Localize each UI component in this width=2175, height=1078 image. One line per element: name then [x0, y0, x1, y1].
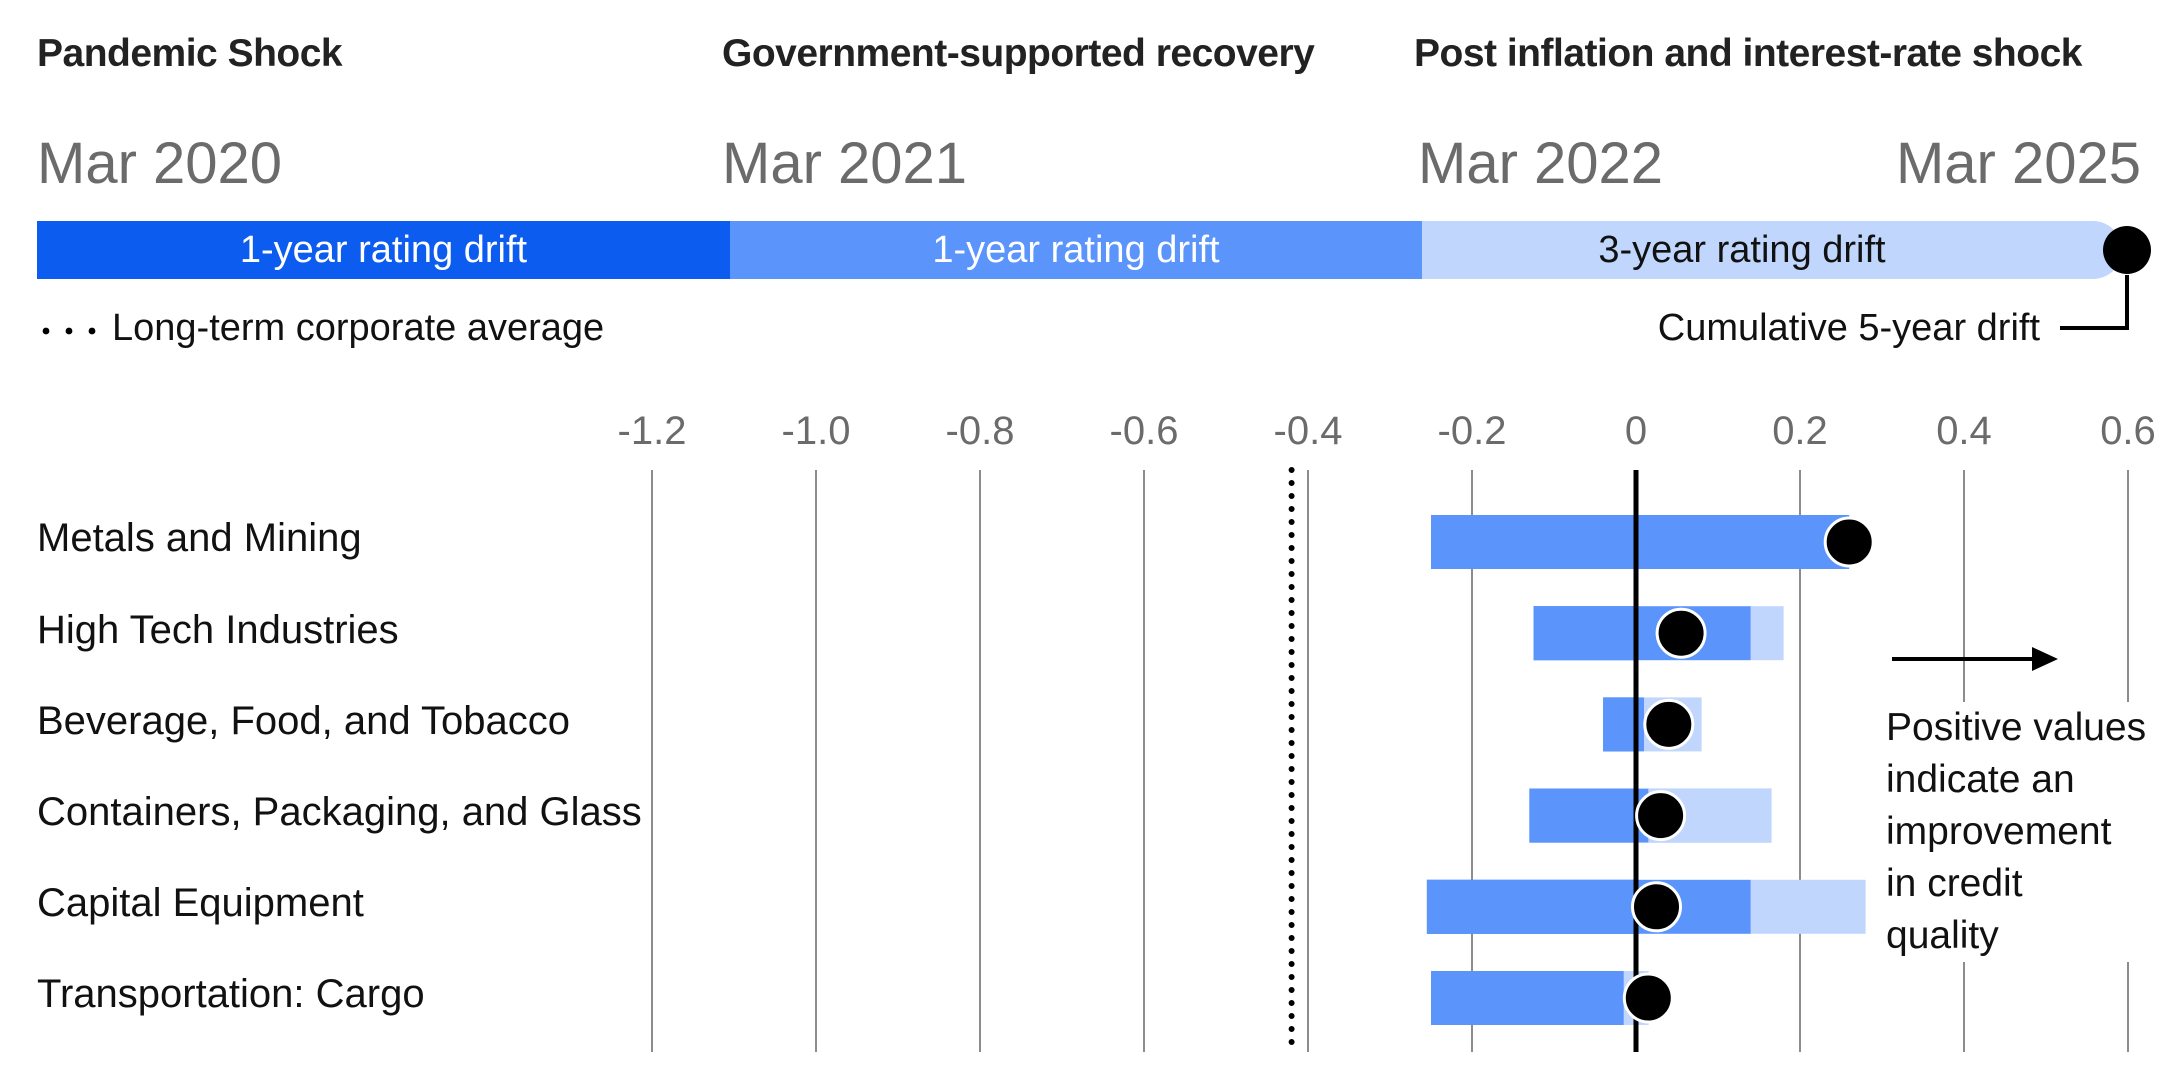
x-tick-label: 0.2 — [1772, 409, 1828, 453]
drift-bar-phase1-label: 1-year rating drift — [239, 228, 528, 271]
phase-title-pandemic: Pandemic Shock — [37, 32, 343, 75]
category-label-capital-equipment: Capital Equipment — [37, 879, 372, 927]
bar-phase2 — [1431, 971, 1649, 1025]
x-tick-label: 0.4 — [1936, 409, 1992, 453]
x-tick-label: 0 — [1625, 409, 1647, 453]
x-tick-label: 0.6 — [2100, 409, 2156, 453]
cumulative-dot — [1655, 607, 1707, 659]
bar-phase2 — [1426, 879, 1751, 934]
note-line: Positive values — [1886, 706, 2147, 749]
phase-date-2020: Mar 2020 — [37, 131, 283, 196]
phase-date-2022: Mar 2022 — [1418, 131, 1664, 196]
bar-phase3 — [1750, 606, 1784, 661]
drift-bar-phase3: 3-year rating drift — [1422, 221, 2122, 279]
bar-phase2 — [1533, 606, 1751, 661]
cumulative-dot — [1622, 972, 1674, 1024]
bar-phase2 — [1431, 515, 1850, 569]
corporate-average-legend: Long-term corporate average — [112, 307, 605, 349]
x-tick-label: -1.0 — [782, 409, 851, 453]
phase-title-post-inflation: Post inflation and interest-rate shock — [1414, 32, 2082, 75]
cumulative-dot — [1631, 881, 1682, 933]
x-tick-label: -0.8 — [946, 409, 1015, 453]
note-line: indicate an — [1886, 758, 2075, 801]
drift-bar-phase1: 1-year rating drift — [37, 221, 730, 279]
category-label-metals: Metals and Mining — [37, 514, 370, 562]
phase-title-recovery: Government-supported recovery — [722, 32, 1315, 75]
drift-bar-phase3-label: 3-year rating drift — [1598, 228, 1886, 271]
cumulative-dot — [1643, 698, 1695, 750]
note-line: in credit — [1886, 862, 2023, 905]
x-tick-label: -1.2 — [618, 409, 687, 453]
cumulative-dot-legend-icon — [2103, 226, 2151, 274]
note-line: quality — [1886, 914, 1999, 957]
cumulative-legend: Cumulative 5-year drift — [1657, 307, 2040, 349]
category-label-containers: Containers, Packaging, and Glass — [37, 788, 650, 836]
category-label-high-tech: High Tech Industries — [37, 606, 407, 654]
cumulative-legend-leader-line — [2060, 275, 2129, 330]
drift-bar-phase2-label: 1-year rating drift — [932, 228, 1220, 271]
category-label-beverage: Beverage, Food, and Tobacco — [37, 697, 578, 745]
arrow-right-icon — [2032, 647, 2058, 671]
phase-date-2021: Mar 2021 — [722, 131, 968, 196]
x-tick-label: -0.6 — [1110, 409, 1179, 453]
category-label-transportation: Transportation: Cargo — [37, 970, 433, 1018]
drift-bar-phase2: 1-year rating drift — [730, 221, 1422, 279]
phase-date-2025: Mar 2025 — [1895, 131, 2141, 196]
x-tick-label: -0.2 — [1438, 409, 1507, 453]
dotted-line-legend-icon — [42, 327, 96, 335]
positive-values-note: Positive values indicate an improvement … — [1886, 702, 2147, 962]
cumulative-dot — [1823, 516, 1875, 568]
bar-phase3 — [1750, 879, 1866, 934]
note-line: improvement — [1886, 810, 2112, 853]
cumulative-dot — [1635, 790, 1687, 842]
x-tick-label: -0.4 — [1274, 409, 1343, 453]
